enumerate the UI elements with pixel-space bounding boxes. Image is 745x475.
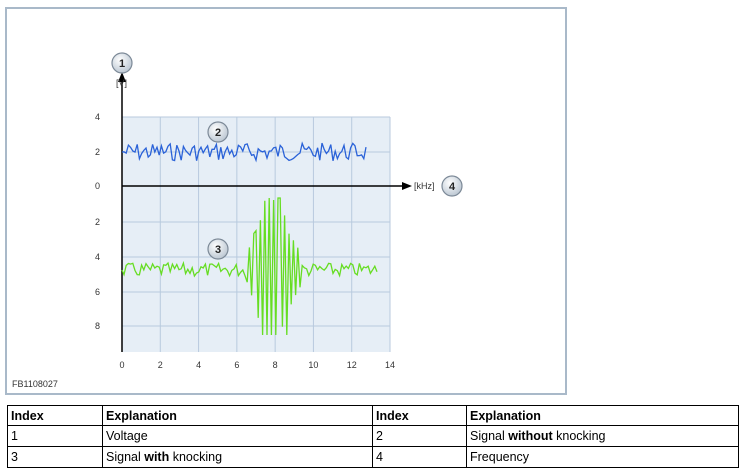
- callout-label: 3: [215, 244, 221, 256]
- header-cell: Explanation: [466, 405, 739, 426]
- table-cell: Frequency: [466, 446, 739, 468]
- figure-code: FB1108027: [12, 379, 58, 389]
- cell-text: Signal: [106, 450, 145, 464]
- x-arrow: [402, 182, 412, 190]
- cell-text: 3: [11, 450, 18, 464]
- table-cell: Signal with knocking: [102, 446, 373, 468]
- cell-text: 4: [376, 450, 383, 464]
- x-unit: [kHz]: [414, 181, 435, 191]
- cell-text: Frequency: [470, 450, 530, 464]
- cell-text: knocking: [552, 429, 606, 443]
- callout-circle: [207, 121, 229, 143]
- cell-text: 1: [11, 429, 18, 443]
- x-tick-label: 4: [196, 360, 201, 370]
- callout-circle: [207, 238, 229, 260]
- y-arrow: [118, 72, 126, 82]
- y-tick-label: 6: [95, 287, 100, 297]
- x-tick-label: 14: [385, 360, 395, 370]
- cell-text: 2: [376, 429, 383, 443]
- signal-without-knocking: [121, 141, 367, 163]
- x-tick-label: 6: [234, 360, 239, 370]
- cell-text: Signal: [470, 429, 509, 443]
- callout-label: 4: [449, 181, 456, 193]
- cell-text: with: [144, 450, 170, 464]
- callout-label: 1: [119, 58, 125, 70]
- table-cell: 1: [7, 425, 103, 447]
- callout-label: 2: [215, 127, 221, 139]
- legend-table: Index Explanation Index Explanation 1 Voltag…: [7, 405, 739, 468]
- y-tick-label: 4: [95, 252, 100, 262]
- table-cell: 2: [372, 425, 467, 447]
- callout-circle: [111, 52, 133, 74]
- y-tick-label: 2: [95, 217, 100, 227]
- y-tick-label: 0: [95, 181, 100, 191]
- cell-text: knocking: [169, 450, 223, 464]
- x-tick-label: 10: [308, 360, 318, 370]
- y-tick-label: 8: [95, 321, 100, 331]
- header-cell: Explanation: [102, 405, 373, 426]
- table-cell: 3: [7, 446, 103, 468]
- x-tick-label: 12: [347, 360, 357, 370]
- y-unit: [V]: [116, 78, 127, 88]
- cell-text: without: [508, 429, 553, 443]
- table-cell: Voltage: [102, 425, 373, 447]
- table-cell: Signal without knocking: [466, 425, 739, 447]
- cell-text: Voltage: [106, 429, 148, 443]
- x-tick-label: 0: [119, 360, 124, 370]
- table-cell: 4: [372, 446, 467, 468]
- header-cell: Index: [7, 405, 103, 426]
- x-tick-label: 2: [158, 360, 163, 370]
- header-cell: Index: [372, 405, 467, 426]
- callout-circle: [441, 175, 463, 197]
- y-tick-label: 4: [95, 112, 100, 122]
- signal-with-knocking: [121, 197, 378, 336]
- x-tick-label: 8: [273, 360, 278, 370]
- y-tick-label: 2: [95, 147, 100, 157]
